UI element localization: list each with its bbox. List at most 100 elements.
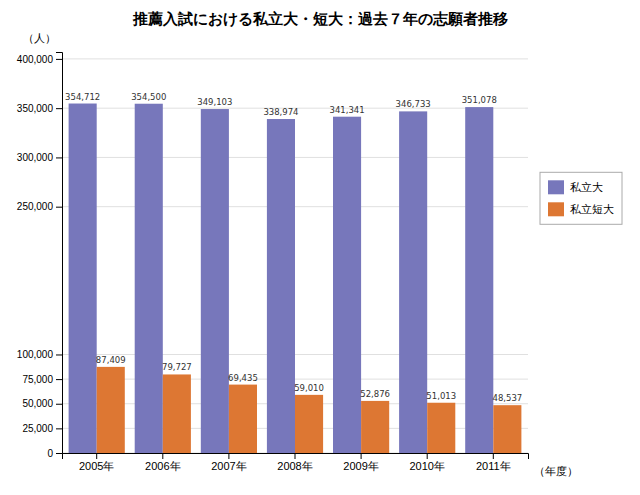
title: 推薦入試における私立大・短大：過去７年の志願者推移: [132, 10, 508, 28]
legend-frame: [540, 172, 622, 224]
x-tick-mark: [162, 453, 163, 459]
x-tick-label: 2011年: [476, 460, 511, 472]
legend: 私立大私立短大: [540, 172, 622, 224]
legend-swatch: [548, 180, 564, 194]
bar: [135, 104, 163, 453]
chart: 2005年 2006年 2007年 2008年 2009年 2010年 2011年 0 25,0…: [0, 0, 640, 495]
x-axis-line: [63, 454, 529, 460]
x-tick-label: 2009年: [343, 460, 378, 472]
y-tick: 300,000: [17, 152, 62, 163]
bar: [333, 117, 361, 453]
x-tick: 2011年: [476, 453, 511, 472]
x-tick-label: 2010年: [409, 460, 444, 472]
x-tick-mark: [228, 453, 229, 459]
x-tick-mark: [427, 453, 428, 459]
data-label: 341,341: [329, 105, 364, 115]
x-tick-mark: [96, 453, 97, 459]
y-tick-label: 25,000: [22, 423, 53, 434]
y-tick: 250,000: [17, 201, 62, 212]
data-label: 87,409: [96, 355, 126, 365]
y-tick-mark: [56, 157, 62, 158]
y-tick-label: 400,000: [17, 54, 54, 65]
y-tick-mark: [56, 354, 62, 355]
data-label: 354,500: [131, 92, 166, 102]
y-tick: 25,000: [22, 423, 62, 434]
legend-label: 私立大: [570, 181, 603, 194]
data-label: 349,103: [197, 97, 232, 107]
y-tick-label: 350,000: [17, 103, 54, 114]
bar: [97, 367, 125, 453]
bar: [229, 385, 257, 453]
y-tick: 0: [47, 448, 62, 459]
y-tick: 50,000: [22, 398, 62, 409]
data-label: 69,435: [228, 373, 258, 383]
x-axis-label: （年度）: [534, 465, 578, 478]
bar: [267, 119, 295, 453]
y-tick-label: 0: [47, 448, 53, 459]
y-tick: 100,000: [17, 349, 62, 360]
x-tick: 2006年: [145, 453, 180, 472]
x-tick: 2008年: [277, 453, 312, 472]
legend-item: 私立短大: [548, 202, 614, 216]
bar-series: [97, 367, 522, 453]
data-label: 48,537: [492, 393, 522, 403]
grid-line: [62, 58, 528, 59]
data-label: 51,013: [426, 391, 456, 401]
bar: [493, 405, 521, 453]
x-tick-mark: [295, 453, 296, 459]
y-tick: 75,000: [22, 374, 62, 385]
y-tick-mark: [56, 428, 62, 429]
data-labels: 354,712 354,500 349,103 338,974 341,341 346,7…: [65, 92, 497, 118]
x-tick: 2009年: [343, 453, 378, 472]
legend-swatch: [548, 202, 564, 216]
x-tick: 2010年: [409, 453, 444, 472]
data-label: 354,712: [65, 92, 100, 102]
legend-item: 私立大: [548, 180, 603, 194]
x-tick-label: 2006年: [145, 460, 180, 472]
bar: [361, 401, 389, 453]
bar: [427, 403, 455, 453]
y-tick-mark: [56, 108, 62, 109]
y-axis-line: [56, 53, 63, 454]
y-tick: 350,000: [17, 103, 62, 114]
data-label: 351,078: [462, 95, 497, 105]
x-tick-mark: [361, 453, 362, 459]
data-label: 52,876: [360, 389, 390, 399]
bar: [295, 395, 323, 453]
data-label: 59,010: [294, 383, 324, 393]
bars: [69, 104, 522, 453]
y-tick-label: 50,000: [22, 398, 53, 409]
grid: [62, 59, 528, 453]
x-tick-mark: [493, 453, 494, 459]
legend-label: 私立短大: [570, 203, 614, 216]
bar: [465, 107, 493, 453]
plot: 2005年 2006年 2007年 2008年 2009年 2010年 2011年 0 25,0…: [17, 53, 529, 472]
x-tick: 2005年: [79, 453, 114, 472]
x-axis: 2005年 2006年 2007年 2008年 2009年 2010年 2011年: [63, 453, 529, 472]
y-tick-mark: [56, 379, 62, 380]
y-tick: 400,000: [17, 54, 62, 65]
y-axis: 0 25,000 50,000 75,000 100,000 250,000 300,000…: [17, 53, 63, 459]
x-tick-label: 2007年: [211, 460, 246, 472]
y-tick-mark: [56, 404, 62, 405]
y-tick-label: 100,000: [17, 349, 54, 360]
bar: [163, 374, 191, 453]
y-tick-mark: [56, 207, 62, 208]
bar: [399, 111, 427, 453]
y-tick-label: 75,000: [22, 374, 53, 385]
bar: [201, 109, 229, 453]
x-tick-label: 2005年: [79, 460, 114, 472]
y-tick-label: 300,000: [17, 152, 54, 163]
bar-series: [69, 104, 494, 453]
data-labels: 87,409 79,727 69,435 59,010 52,876 51,013 48,5…: [96, 355, 522, 403]
y-tick-mark: [56, 59, 62, 60]
y-axis-label: （人）: [23, 32, 56, 45]
data-label: 346,733: [396, 99, 431, 109]
x-tick: 2007年: [211, 453, 246, 472]
bar: [69, 104, 97, 453]
data-label: 79,727: [162, 362, 192, 372]
y-tick-label: 250,000: [17, 201, 54, 212]
x-tick-label: 2008年: [277, 460, 312, 472]
y-tick-mark: [56, 453, 62, 454]
data-label: 338,974: [263, 107, 298, 117]
